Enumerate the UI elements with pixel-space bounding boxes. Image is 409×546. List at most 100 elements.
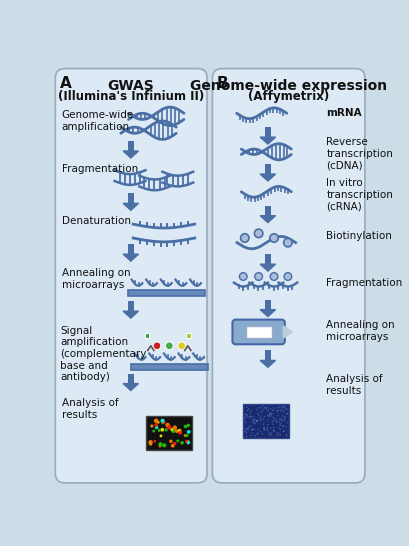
Circle shape	[263, 428, 264, 429]
Circle shape	[164, 428, 167, 431]
Bar	[186, 334, 191, 338]
Text: Analysis of
results: Analysis of results	[61, 398, 118, 420]
Circle shape	[283, 410, 284, 411]
Circle shape	[247, 427, 249, 429]
Circle shape	[162, 443, 166, 447]
Bar	[144, 334, 149, 338]
Circle shape	[270, 413, 272, 414]
Circle shape	[254, 435, 255, 436]
Bar	[264, 351, 270, 360]
Text: Genome-wide
amplification: Genome-wide amplification	[61, 110, 133, 132]
Circle shape	[285, 435, 287, 436]
FancyBboxPatch shape	[232, 319, 284, 345]
Text: Denaturation: Denaturation	[61, 216, 130, 227]
Circle shape	[269, 234, 278, 242]
Circle shape	[283, 406, 284, 407]
Circle shape	[272, 417, 273, 418]
Text: (Illumina's Infinium II): (Illumina's Infinium II)	[58, 90, 203, 103]
Circle shape	[247, 416, 248, 418]
Circle shape	[150, 424, 153, 428]
Circle shape	[246, 407, 247, 408]
Circle shape	[248, 417, 249, 418]
Circle shape	[252, 420, 254, 422]
Circle shape	[279, 425, 280, 426]
Circle shape	[257, 414, 259, 416]
Circle shape	[244, 416, 245, 418]
Text: Fragmentation: Fragmentation	[326, 278, 402, 288]
FancyBboxPatch shape	[55, 69, 207, 483]
Circle shape	[251, 421, 253, 423]
Circle shape	[172, 425, 177, 430]
Circle shape	[259, 416, 261, 418]
Polygon shape	[123, 151, 138, 158]
Circle shape	[261, 410, 262, 412]
Circle shape	[178, 431, 182, 435]
FancyBboxPatch shape	[212, 69, 364, 483]
Text: Signal
amplification
(complementary
base and
antibody): Signal amplification (complementary base…	[60, 326, 146, 382]
Circle shape	[261, 433, 263, 435]
Text: In vitro
transcription
(cRNA): In vitro transcription (cRNA)	[326, 179, 392, 211]
Circle shape	[283, 417, 285, 418]
Circle shape	[263, 428, 265, 429]
Bar	[264, 206, 270, 216]
Bar	[127, 244, 134, 254]
Text: Annealing on
microarrays: Annealing on microarrays	[326, 321, 394, 342]
Circle shape	[275, 420, 277, 422]
Circle shape	[255, 420, 257, 422]
Polygon shape	[283, 326, 292, 338]
Circle shape	[249, 416, 251, 417]
Circle shape	[265, 409, 267, 410]
Circle shape	[283, 406, 285, 407]
Circle shape	[166, 425, 171, 430]
Circle shape	[239, 272, 247, 280]
Circle shape	[270, 272, 277, 280]
Circle shape	[279, 434, 281, 436]
Circle shape	[286, 413, 288, 414]
Circle shape	[267, 415, 268, 416]
Circle shape	[280, 411, 281, 412]
Circle shape	[178, 342, 185, 349]
Circle shape	[148, 440, 153, 444]
Circle shape	[254, 419, 255, 420]
Circle shape	[254, 422, 255, 424]
Bar	[264, 127, 270, 137]
Circle shape	[269, 435, 271, 436]
Circle shape	[267, 424, 268, 425]
Text: A: A	[60, 76, 72, 91]
Circle shape	[245, 429, 246, 430]
Polygon shape	[123, 383, 138, 390]
Polygon shape	[123, 311, 138, 318]
Circle shape	[279, 429, 280, 430]
Circle shape	[283, 272, 291, 280]
Text: (Affymetrix): (Affymetrix)	[247, 90, 328, 103]
Circle shape	[281, 416, 283, 417]
Text: Annealing on
microarrays: Annealing on microarrays	[61, 268, 130, 289]
Circle shape	[285, 434, 286, 436]
Circle shape	[266, 406, 267, 408]
Bar	[128, 290, 204, 296]
Circle shape	[266, 426, 267, 428]
Circle shape	[280, 409, 281, 411]
Circle shape	[240, 234, 248, 242]
Circle shape	[285, 414, 287, 415]
Circle shape	[272, 419, 274, 421]
Polygon shape	[123, 254, 138, 261]
Circle shape	[173, 442, 176, 446]
Circle shape	[275, 422, 276, 423]
Circle shape	[254, 272, 262, 280]
Circle shape	[270, 432, 271, 434]
Circle shape	[247, 429, 248, 431]
Circle shape	[262, 418, 263, 420]
Circle shape	[255, 420, 257, 421]
Circle shape	[244, 431, 245, 432]
Circle shape	[269, 412, 270, 414]
Circle shape	[269, 428, 271, 429]
Circle shape	[258, 407, 259, 408]
Circle shape	[152, 430, 155, 432]
Circle shape	[247, 408, 249, 410]
Circle shape	[250, 425, 251, 427]
Circle shape	[269, 434, 270, 436]
Circle shape	[273, 430, 274, 431]
Circle shape	[174, 429, 178, 433]
Circle shape	[263, 407, 265, 408]
